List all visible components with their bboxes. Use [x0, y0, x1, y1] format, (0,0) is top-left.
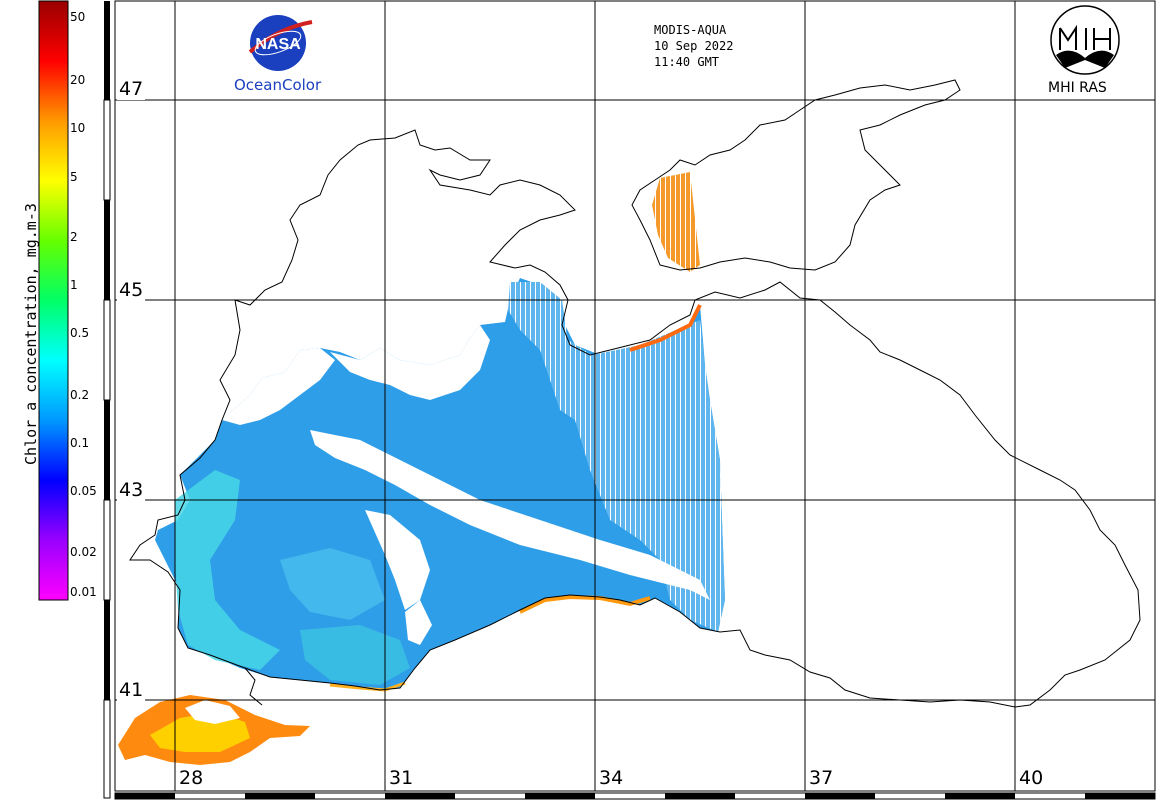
south-eddy	[300, 625, 410, 685]
left-ruler	[103, 1, 111, 799]
kerch-band	[629, 304, 702, 352]
sensor-name: MODIS-AQUA	[654, 23, 727, 37]
longitude-label: 37	[807, 767, 836, 789]
colorbar-tick: 50	[70, 10, 86, 24]
colorbar-title: Chlor_a concentration, mg.m-3	[22, 203, 40, 465]
colorbar-tick: 0.02	[70, 545, 97, 559]
cloud-gap-west	[222, 348, 335, 425]
crimea-swath	[508, 282, 725, 632]
longitude-label: 40	[1017, 767, 1046, 789]
shelf-eddy	[175, 470, 280, 670]
colorbar-tick: 0.2	[70, 388, 90, 402]
marmara-cloud	[185, 700, 240, 724]
colorbar-tick: 20	[70, 73, 86, 87]
latitude-label: 43	[117, 479, 146, 501]
latitude-label: 47	[117, 78, 146, 100]
longitude-label: 31	[387, 767, 416, 789]
oceancolor-label: OceanColor	[234, 76, 322, 94]
azov-coastline	[631, 79, 961, 271]
mhi-ras-logo	[1050, 5, 1120, 75]
cloud-gap-north	[330, 325, 490, 400]
latitude-label: 41	[117, 679, 146, 701]
colorbar-tick: 0.05	[70, 484, 97, 498]
latitude-label: 45	[117, 279, 146, 301]
pass-time: 11:40 GMT	[654, 55, 720, 69]
longitude-label: 28	[177, 767, 206, 789]
pass-date: 10 Sep 2022	[654, 39, 734, 53]
colorbar-tick: 0.5	[70, 326, 90, 340]
colorbar-tick: 5	[70, 170, 78, 184]
colorbar-tick: 1	[70, 278, 78, 292]
nasa-badge: NASA	[255, 36, 301, 53]
colorbar-tick: 2	[70, 230, 78, 244]
colorbar-tick: 0.1	[70, 436, 90, 450]
graticule	[115, 1, 1155, 791]
longitude-label: 34	[597, 767, 626, 789]
mhi-ras-label: MHI RAS	[1048, 80, 1107, 96]
pass-info: MODIS-AQUA 10 Sep 2022 11:40 GMT	[654, 22, 733, 70]
azov-swath	[652, 172, 700, 272]
colorbar-tick: 0.01	[70, 585, 97, 599]
bottom-ruler	[114, 792, 1156, 800]
colorbar-tick: 10	[70, 121, 86, 135]
cloud-gap-east	[405, 600, 432, 645]
chlorophyll-data-layer	[118, 172, 725, 765]
central-eddy	[280, 548, 385, 620]
cloud-gap-mid	[365, 510, 430, 610]
black-sea-coastline	[129, 129, 1141, 708]
colorbar-ramp	[38, 0, 69, 601]
map-frame	[114, 0, 1156, 792]
nasa-logo: NASA	[248, 15, 313, 71]
cloud-gap-long	[310, 430, 710, 600]
